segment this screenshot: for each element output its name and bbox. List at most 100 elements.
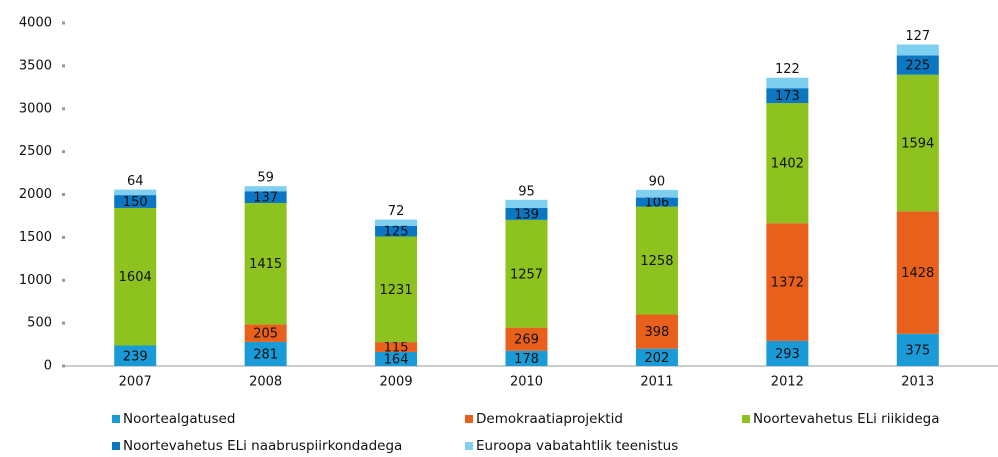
y-tick-mark (62, 64, 65, 68)
data-label: 202 (645, 351, 670, 366)
bar-segment (244, 202, 287, 325)
y-tick-mark (62, 364, 65, 368)
legend-swatch (742, 415, 750, 423)
bar-segment (635, 348, 678, 366)
data-label: 269 (514, 333, 539, 348)
x-tick-label: 2013 (901, 375, 934, 390)
data-label: 1594 (901, 137, 934, 152)
bar-segment (244, 341, 287, 366)
bar-segment (114, 207, 157, 346)
data-label: 173 (775, 89, 800, 104)
legend-swatch (465, 442, 473, 450)
data-label: 150 (123, 195, 148, 210)
bar-segment (114, 345, 157, 366)
bar-segment (505, 199, 548, 208)
bar-segment (766, 77, 809, 89)
y-tick-mark (62, 107, 65, 111)
bar-segment (244, 191, 287, 203)
data-label: 115 (384, 341, 409, 356)
y-tick-mark (62, 235, 65, 239)
x-tick-label: 2011 (640, 375, 673, 390)
x-tick-label: 2010 (510, 375, 543, 390)
bar-segment (114, 195, 157, 208)
data-label: 1372 (771, 276, 804, 291)
data-label: 281 (253, 347, 278, 362)
bar-segment (766, 223, 809, 341)
bar-segment (375, 219, 418, 226)
data-label: 1231 (380, 283, 413, 298)
data-label: 72 (388, 204, 405, 219)
data-label: 1604 (119, 270, 152, 285)
bar-segment (244, 324, 287, 342)
data-label: 64 (127, 174, 144, 189)
legend-swatch (112, 415, 120, 423)
y-tick-label: 500 (27, 316, 52, 331)
bar-segment (635, 189, 678, 198)
data-label: 137 (253, 191, 278, 206)
bar-segment (375, 342, 418, 352)
y-tick-mark (62, 321, 65, 325)
x-tick-label: 2012 (771, 375, 804, 390)
x-tick-label: 2007 (119, 375, 152, 390)
bar-segment (375, 351, 418, 366)
data-label: 127 (905, 29, 930, 44)
y-tick-label: 4000 (19, 16, 52, 31)
legend-label: Noortealgatused (123, 411, 235, 427)
y-tick-label: 2000 (19, 187, 52, 202)
bar-segment (896, 333, 939, 366)
bar-segment (766, 88, 809, 104)
bar-segment (896, 74, 939, 212)
bar-segment (635, 197, 678, 207)
data-label: 1257 (510, 267, 543, 282)
bar-segment (635, 314, 678, 349)
y-tick-mark (62, 150, 65, 154)
data-label: 375 (905, 343, 930, 358)
bar-segment (244, 186, 287, 192)
bar-segment (375, 236, 418, 343)
data-label: 398 (645, 325, 670, 340)
data-label: 205 (253, 327, 278, 342)
data-label: 125 (384, 225, 409, 240)
y-tick-label: 3000 (19, 101, 52, 116)
data-label: 90 (649, 174, 666, 189)
legend-swatch (465, 415, 473, 423)
data-label: 106 (645, 196, 670, 211)
bar-segment (766, 103, 809, 224)
bar-segment (896, 211, 939, 334)
data-label: 59 (257, 171, 274, 186)
bar-segment (505, 350, 548, 366)
bar-segment (505, 219, 548, 328)
data-label: 95 (518, 184, 535, 199)
data-label: 122 (775, 62, 800, 77)
y-tick-label: 0 (44, 359, 52, 374)
y-tick-label: 1500 (19, 230, 52, 245)
x-tick-label: 2008 (249, 375, 282, 390)
bar-segment (766, 340, 809, 366)
y-tick-label: 3500 (19, 58, 52, 73)
data-label: 1258 (640, 254, 673, 269)
bar-segment (505, 327, 548, 351)
y-tick-label: 1000 (19, 273, 52, 288)
data-label: 1428 (901, 266, 934, 281)
legend-label: Noortevahetus ELi riikidega (753, 411, 940, 427)
data-label: 239 (123, 349, 148, 364)
y-tick-mark (62, 278, 65, 282)
bar-segment (896, 55, 939, 75)
bar-segment (635, 206, 678, 315)
data-label: 225 (905, 59, 930, 74)
legend-swatch (112, 442, 120, 450)
bar-segment (505, 207, 548, 220)
y-tick-mark (62, 21, 65, 25)
data-label: 139 (514, 207, 539, 222)
bar-segment (375, 225, 418, 237)
y-tick-mark (62, 193, 65, 196)
data-label: 164 (384, 352, 409, 367)
legend-label: Demokraatiaprojektid (476, 411, 623, 427)
data-label: 293 (775, 347, 800, 362)
bar-segment (114, 189, 157, 196)
data-label: 1402 (771, 157, 804, 172)
y-tick-label: 2500 (19, 144, 52, 159)
legend-label: Noortevahetus ELi naabruspiirkondadega (123, 438, 402, 454)
x-tick-label: 2009 (380, 375, 413, 390)
